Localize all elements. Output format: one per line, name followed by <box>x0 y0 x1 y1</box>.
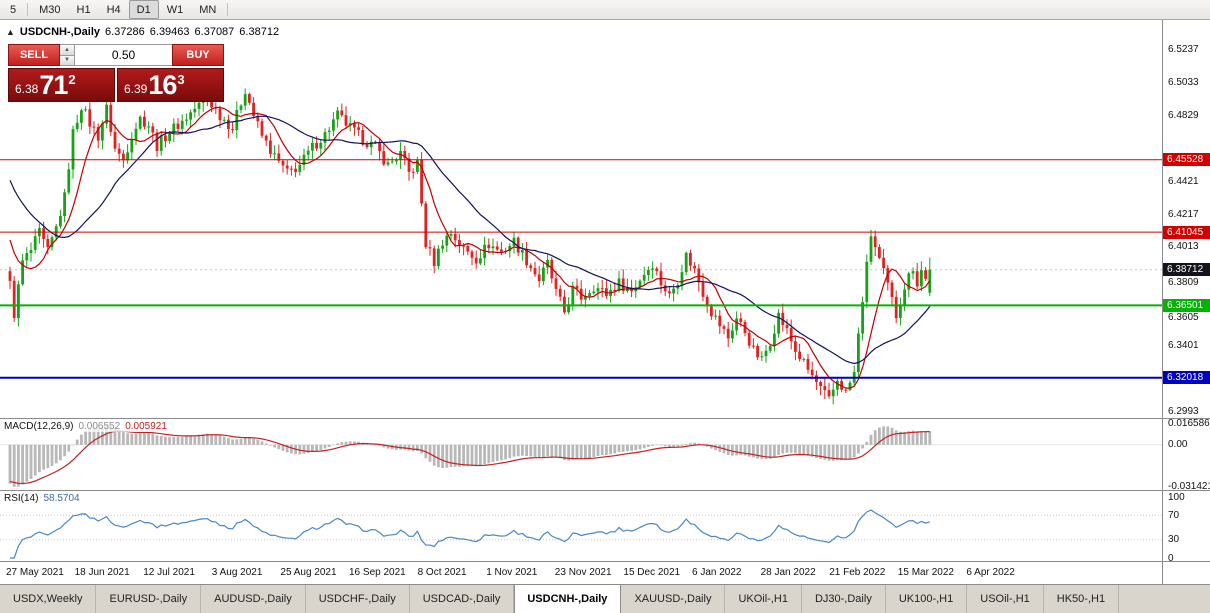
price-tick-label: 6.4217 <box>1168 208 1199 220</box>
macd-tick-label: 0.00 <box>1168 439 1188 451</box>
time-tick-label: 3 Aug 2021 <box>211 567 263 578</box>
timeframe-button-d1[interactable]: D1 <box>128 0 159 19</box>
time-tick-label: 28 Jan 2022 <box>760 567 816 578</box>
timeframe-button-mn[interactable]: MN <box>199 3 217 16</box>
bid-price-label: 6.38712 <box>1163 263 1210 277</box>
chart-tab-bar: USDX,Weekly EURUSD-,Daily AUDUSD-,Daily USD… <box>0 584 1210 613</box>
macd-name: MACD(12,26,9) <box>4 421 74 432</box>
chart-tab[interactable]: USDCHF-,Daily <box>306 585 410 613</box>
one-click-panel-toggle-icon[interactable]: ▲ <box>6 26 15 37</box>
price-tick-label: 6.3605 <box>1168 312 1199 324</box>
macd-panel-canvas[interactable] <box>0 419 1162 490</box>
time-tick-label: 16 Sep 2021 <box>349 567 406 578</box>
timeframe-button-m30[interactable]: M30 <box>39 3 61 16</box>
panel-separator <box>0 561 1210 562</box>
rsi-value: 58.5704 <box>43 493 80 504</box>
bid-pip-digit: 2 <box>68 72 76 87</box>
volume-down-icon[interactable]: ▼ <box>60 54 74 65</box>
time-axis[interactable]: 27 May 2021 18 Jun 2021 12 Jul 2021 3 Aug 2… <box>0 562 1162 584</box>
volume-up-icon[interactable]: ▲ <box>60 45 74 55</box>
panel-separator[interactable] <box>0 490 1210 491</box>
chart-tab[interactable]: UKOil-,H1 <box>725 585 802 613</box>
chart-title: ▲ USDCNH-,Daily 6.37286 6.39463 6.37087 … <box>6 26 279 38</box>
price-level-label: 6.41045 <box>1163 225 1210 239</box>
price-tick-label: 6.4829 <box>1168 109 1199 121</box>
timeframe-button-5[interactable]: 5 <box>10 3 17 16</box>
chart-tab[interactable]: HK50-,H1 <box>1044 585 1120 613</box>
time-tick-label: 8 Oct 2021 <box>417 567 467 578</box>
time-tick-label: 12 Jul 2021 <box>143 567 195 578</box>
toolbar-separator <box>227 3 229 16</box>
ask-prefix: 6.39 <box>124 81 148 96</box>
volume-input[interactable] <box>75 44 172 66</box>
price-tick-label: 6.2993 <box>1168 405 1199 417</box>
chart-tab[interactable]: USDCNH-,Daily <box>514 585 622 613</box>
chart-symbol-period: USDCNH-,Daily <box>19 26 100 38</box>
price-level-label: 6.32018 <box>1163 371 1210 385</box>
time-tick-label: 6 Apr 2022 <box>966 567 1015 578</box>
chart-tab[interactable]: XAUUSD-,Daily <box>621 585 726 613</box>
ask-pip-digit: 3 <box>177 72 185 87</box>
ohlc-low: 6.37087 <box>194 26 235 38</box>
price-tick-label: 6.4013 <box>1168 241 1199 253</box>
chart-area[interactable]: 6.45528 6.41045 6.36501 6.32018 6.38712 6.523… <box>0 20 1210 584</box>
ask-big-digits: 16 <box>148 70 177 100</box>
rsi-tick-label: 100 <box>1168 491 1185 503</box>
sell-button[interactable]: SELL <box>8 44 60 66</box>
chart-tab[interactable]: USOil-,H1 <box>967 585 1044 613</box>
price-axis[interactable]: 6.45528 6.41045 6.36501 6.32018 6.38712 6.523… <box>1162 20 1210 584</box>
ohlc-high: 6.39463 <box>149 26 190 38</box>
rsi-tick-label: 70 <box>1168 509 1180 521</box>
macd-label: MACD(12,26,9) 0.006552 0.005921 <box>4 421 167 432</box>
macd-tick-label: -0.031421 <box>1168 480 1210 492</box>
time-tick-label: 15 Mar 2022 <box>897 567 954 578</box>
timeframe-button-h4[interactable]: H4 <box>106 3 121 16</box>
rsi-name: RSI(14) <box>4 493 39 504</box>
time-tick-label: 18 Jun 2021 <box>74 567 130 578</box>
chart-tab[interactable]: UK100-,H1 <box>886 585 968 613</box>
time-tick-label: 27 May 2021 <box>6 567 64 578</box>
price-level-label: 6.36501 <box>1163 298 1210 312</box>
ohlc-open: 6.37286 <box>105 26 145 38</box>
timeframe-toolbar: 5 M30 H1 H4 D1 W1 MN <box>0 0 1210 20</box>
buy-button[interactable]: BUY <box>172 44 224 66</box>
toolbar-separator <box>27 3 29 16</box>
chart-tab[interactable]: EURUSD-,Daily <box>96 585 202 613</box>
price-tick-label: 6.3809 <box>1168 276 1199 288</box>
ask-quote[interactable]: 6.39 16 3 <box>117 68 224 102</box>
chart-tab[interactable]: USDCAD-,Daily <box>410 585 515 613</box>
price-chart-canvas[interactable] <box>0 20 1162 418</box>
time-tick-label: 15 Dec 2021 <box>623 567 681 578</box>
time-tick-label: 23 Nov 2021 <box>554 567 612 578</box>
price-tick-label: 6.4421 <box>1168 175 1199 187</box>
rsi-label: RSI(14) 58.5704 <box>4 493 80 504</box>
price-level-label: 6.45528 <box>1163 153 1210 167</box>
panel-separator[interactable] <box>0 418 1210 419</box>
volume-stepper: ▲ ▼ <box>60 44 75 66</box>
macd-value-main: 0.006552 <box>78 421 121 432</box>
chart-tab[interactable]: USDX,Weekly <box>0 585 97 613</box>
timeframe-button-h1[interactable]: H1 <box>76 3 91 16</box>
chart-tab[interactable]: DJ30-,Daily <box>802 585 886 613</box>
time-tick-label: 1 Nov 2021 <box>486 567 538 578</box>
price-tick-label: 6.5033 <box>1168 76 1199 88</box>
bid-prefix: 6.38 <box>15 81 39 96</box>
bid-quote[interactable]: 6.38 71 2 <box>8 68 115 102</box>
timeframe-button-w1[interactable]: W1 <box>166 3 184 16</box>
rsi-tick-label: 30 <box>1168 534 1180 546</box>
price-tick-label: 6.5237 <box>1168 44 1199 55</box>
price-tick-label: 6.3401 <box>1168 340 1199 352</box>
rsi-panel-canvas[interactable] <box>0 491 1162 561</box>
ohlc-close: 6.38712 <box>239 26 280 38</box>
macd-value-signal: 0.005921 <box>125 421 167 432</box>
time-tick-label: 6 Jan 2022 <box>692 567 742 578</box>
macd-tick-label: 0.016586 <box>1168 417 1210 429</box>
one-click-trading-panel: SELL ▲ ▼ BUY 6.38 71 2 6.39 16 3 <box>8 44 224 102</box>
time-tick-label: 25 Aug 2021 <box>280 567 337 578</box>
time-tick-label: 21 Feb 2022 <box>829 567 886 578</box>
bid-big-digits: 71 <box>39 70 68 100</box>
chart-tab[interactable]: AUDUSD-,Daily <box>201 585 306 613</box>
rsi-tick-label: 0 <box>1168 552 1174 564</box>
